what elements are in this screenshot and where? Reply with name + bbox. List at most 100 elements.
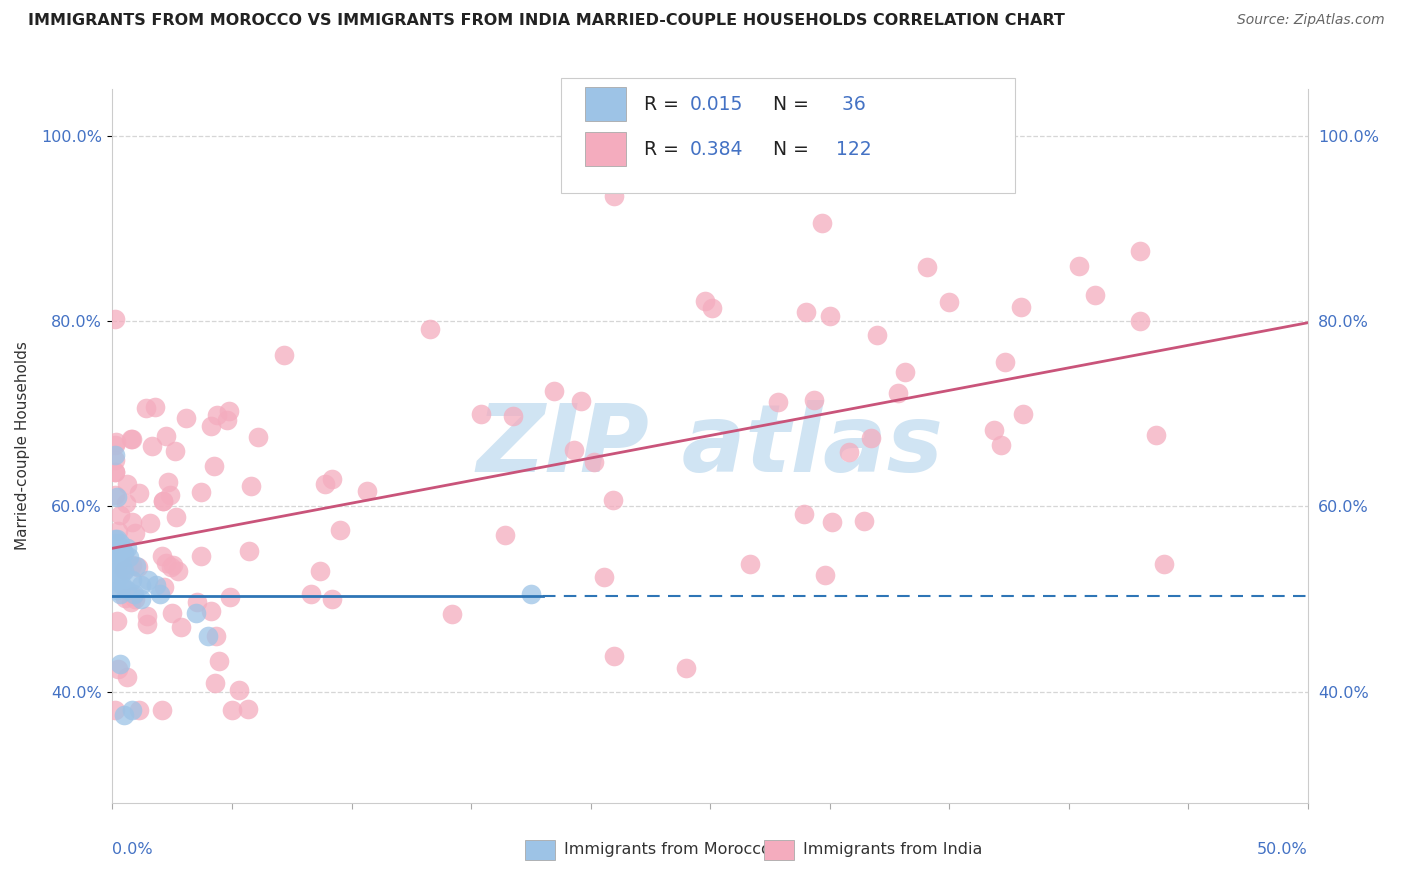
- FancyBboxPatch shape: [524, 840, 554, 860]
- Point: [121, 515, 143, 529]
- Point: [543, 384, 565, 398]
- Point: [221, 703, 243, 717]
- Point: [105, 490, 128, 504]
- Point: [105, 545, 128, 559]
- Point: [155, 429, 177, 443]
- Text: R =: R =: [644, 140, 685, 159]
- Point: [866, 327, 889, 342]
- Point: [593, 570, 616, 584]
- Point: [104, 453, 127, 467]
- Point: [1129, 244, 1152, 259]
- Point: [124, 525, 146, 540]
- Point: [993, 355, 1015, 369]
- Point: [419, 322, 441, 336]
- Point: [121, 558, 143, 572]
- Point: [152, 494, 174, 508]
- Point: [139, 516, 162, 531]
- Point: [115, 582, 138, 597]
- Point: [238, 544, 260, 558]
- Point: [117, 670, 139, 684]
- Point: [104, 465, 127, 479]
- Point: [104, 438, 127, 452]
- Text: N =: N =: [762, 140, 815, 159]
- Point: [127, 559, 149, 574]
- Point: [1069, 259, 1091, 273]
- Point: [273, 348, 295, 362]
- Point: [1012, 408, 1035, 422]
- Y-axis label: Married-couple Households: Married-couple Households: [15, 342, 30, 550]
- Point: [207, 408, 229, 422]
- Point: [582, 455, 605, 469]
- Point: [162, 558, 184, 573]
- Point: [121, 574, 143, 588]
- Point: [186, 606, 208, 620]
- Text: N =: N =: [762, 95, 815, 113]
- Point: [129, 591, 152, 606]
- Point: [218, 404, 240, 418]
- Point: [162, 606, 184, 620]
- Point: [152, 580, 174, 594]
- Point: [470, 407, 492, 421]
- Point: [174, 411, 197, 425]
- Point: [803, 392, 825, 407]
- Point: [321, 473, 343, 487]
- Point: [104, 488, 127, 502]
- Point: [107, 524, 129, 538]
- Point: [308, 564, 330, 578]
- FancyBboxPatch shape: [763, 840, 794, 860]
- Point: [675, 661, 697, 675]
- Point: [204, 676, 226, 690]
- Point: [821, 515, 844, 529]
- Point: [114, 545, 135, 559]
- Point: [156, 475, 179, 489]
- Point: [104, 532, 127, 546]
- Point: [121, 432, 143, 446]
- FancyBboxPatch shape: [561, 78, 1015, 193]
- Point: [190, 549, 212, 564]
- Point: [990, 438, 1012, 452]
- Point: [321, 591, 343, 606]
- Point: [104, 555, 127, 569]
- Text: Immigrants from Morocco: Immigrants from Morocco: [564, 842, 770, 856]
- Point: [215, 413, 238, 427]
- Point: [702, 301, 724, 315]
- Point: [329, 523, 352, 537]
- Point: [128, 703, 150, 717]
- Point: [125, 559, 148, 574]
- Point: [239, 479, 262, 493]
- Point: [838, 445, 860, 459]
- Point: [121, 589, 143, 603]
- Point: [208, 655, 231, 669]
- Point: [105, 614, 128, 628]
- Point: [569, 393, 592, 408]
- Point: [494, 527, 516, 541]
- Point: [218, 590, 240, 604]
- Point: [159, 488, 181, 502]
- Point: [155, 556, 177, 570]
- Point: [200, 604, 222, 618]
- Point: [502, 409, 524, 424]
- Point: [167, 564, 190, 578]
- Point: [152, 494, 174, 508]
- Point: [938, 295, 960, 310]
- Point: [520, 587, 543, 601]
- Point: [441, 607, 464, 621]
- Point: [111, 541, 134, 555]
- Point: [893, 365, 915, 379]
- Point: [110, 508, 132, 522]
- Point: [299, 587, 322, 601]
- Point: [190, 485, 212, 500]
- Point: [356, 483, 378, 498]
- Point: [104, 312, 127, 326]
- Point: [108, 657, 131, 671]
- Point: [136, 616, 159, 631]
- Point: [228, 682, 250, 697]
- Point: [114, 591, 136, 606]
- Point: [105, 564, 128, 578]
- Text: R =: R =: [644, 95, 685, 113]
- Point: [108, 536, 131, 550]
- Point: [983, 423, 1005, 437]
- Point: [111, 559, 134, 574]
- Point: [108, 568, 131, 582]
- Point: [738, 557, 761, 571]
